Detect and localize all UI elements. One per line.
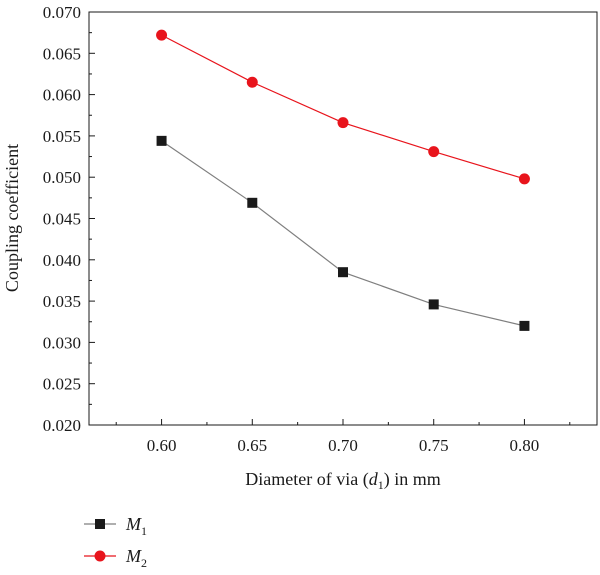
series-layer <box>156 29 530 331</box>
series-line <box>161 34 525 180</box>
y-tick-label: 0.020 <box>43 416 81 435</box>
legend-item: M1 <box>84 514 147 538</box>
axes: 0.020 0.025 0.030 0.035 0.040 0.045 0.050 0.055… <box>43 3 598 455</box>
data-point <box>156 135 167 146</box>
y-tick-label: 0.065 <box>43 44 81 63</box>
y-tick-label: 0.070 <box>43 3 81 22</box>
y-tick-label: 0.050 <box>43 168 81 187</box>
data-point <box>247 197 258 208</box>
x-axis-title: Diameter of via (d1) in mm <box>245 469 440 492</box>
y-tick-label: 0.045 <box>43 210 81 229</box>
x-tick-label: 0.80 <box>510 436 540 455</box>
y-tick-label: 0.030 <box>43 333 81 352</box>
data-point <box>246 76 258 88</box>
legend-item: M2 <box>84 546 147 570</box>
series-1 <box>156 135 530 331</box>
data-point <box>519 320 530 331</box>
data-point <box>156 29 168 41</box>
data-point <box>338 267 348 278</box>
data-point <box>518 173 530 185</box>
x-tick-label: 0.65 <box>237 436 267 455</box>
y-axis-title: Coupling coefficient <box>2 144 22 292</box>
series-line <box>161 140 525 327</box>
y-tick-label: 0.035 <box>43 292 81 311</box>
x-tick-label: 0.75 <box>419 436 449 455</box>
y-tick-label: 0.040 <box>43 251 81 270</box>
data-point <box>428 299 439 310</box>
data-point <box>428 146 440 158</box>
x-tick-label: 0.70 <box>328 436 358 455</box>
legend-marker <box>94 550 106 562</box>
y-tick-label: 0.025 <box>43 375 81 394</box>
legend-label: M2 <box>125 546 147 570</box>
data-point <box>337 117 349 129</box>
legend-marker <box>95 519 105 529</box>
y-tick-label: 0.060 <box>43 86 81 105</box>
x-tick-label: 0.60 <box>147 436 177 455</box>
legend-label: M1 <box>125 514 147 538</box>
series-2 <box>156 29 530 185</box>
y-tick-label: 0.055 <box>43 127 81 146</box>
plot-frame <box>88 11 598 426</box>
